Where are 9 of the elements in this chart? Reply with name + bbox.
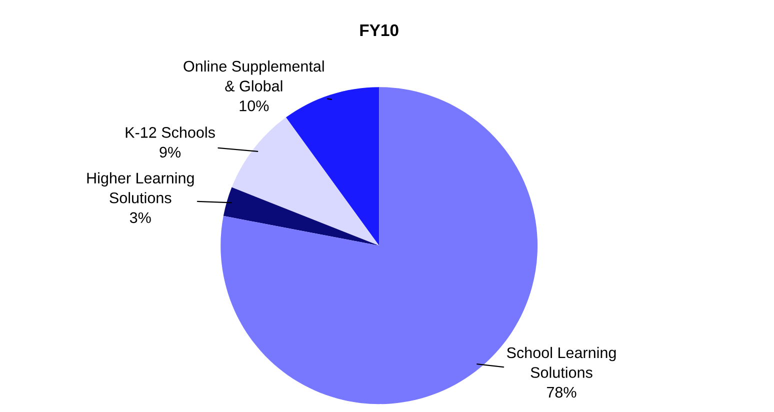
data-label: 10% xyxy=(240,100,269,112)
slice-label: K-12 Schools xyxy=(126,126,215,138)
data-label: 3% xyxy=(130,212,151,224)
chart-title: FY10 xyxy=(360,24,398,36)
data-label: 78% xyxy=(546,386,576,398)
data-label: 9% xyxy=(160,146,181,158)
slice-label: School Learning Solutions xyxy=(506,346,616,378)
slice-label: Higher Learning Solutions xyxy=(87,172,194,204)
slice-label: Online Supplemental & Global xyxy=(184,60,324,92)
